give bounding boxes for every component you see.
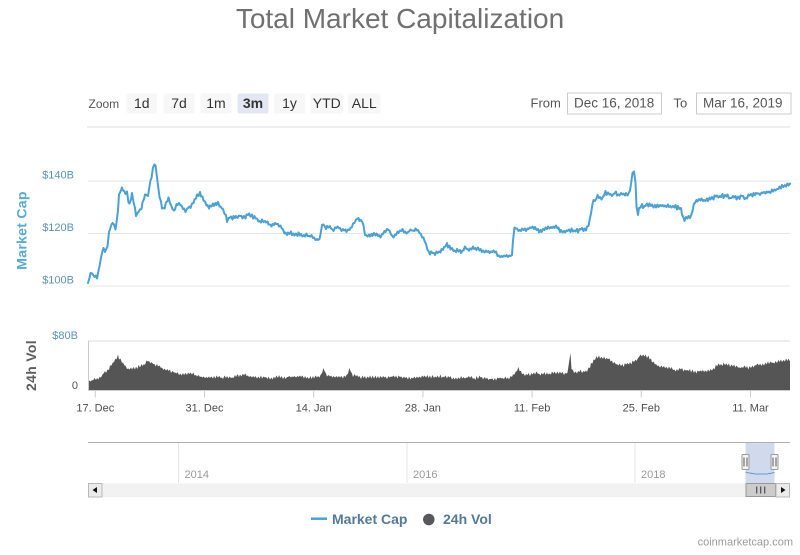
svg-text:ALL: ALL [352,95,377,111]
svg-text:Market Cap: Market Cap [14,191,30,269]
svg-text:31. Dec: 31. Dec [186,403,224,415]
svg-text:1m: 1m [206,95,225,111]
svg-text:Market Cap: Market Cap [332,511,407,527]
svg-text:11. Feb: 11. Feb [514,403,551,415]
svg-text:14. Jan: 14. Jan [296,403,332,415]
svg-text:$120B: $120B [42,222,74,234]
svg-text:24h Vol: 24h Vol [23,340,39,391]
svg-text:$140B: $140B [42,170,74,182]
svg-text:2018: 2018 [641,469,665,481]
svg-text:YTD: YTD [313,95,341,111]
svg-text:Total Market Capitalization: Total Market Capitalization [236,3,564,34]
svg-text:2014: 2014 [185,469,209,481]
svg-text:3m: 3m [243,95,263,111]
svg-text:24h Vol: 24h Vol [443,511,492,527]
svg-text:11. Mar: 11. Mar [732,403,769,415]
svg-text:Mar 16, 2019: Mar 16, 2019 [703,96,783,111]
svg-text:Zoom: Zoom [89,97,120,111]
svg-text:From: From [531,96,561,111]
svg-text:28. Jan: 28. Jan [405,403,441,415]
svg-text:$80B: $80B [52,330,78,342]
svg-text:1d: 1d [134,95,150,111]
svg-text:7d: 7d [171,95,187,111]
svg-text:coinmarketcap.com: coinmarketcap.com [698,537,793,549]
svg-text:25. Feb: 25. Feb [623,403,660,415]
svg-text:2016: 2016 [413,469,437,481]
svg-text:1y: 1y [282,95,297,111]
svg-text:To: To [674,96,688,111]
svg-text:Dec 16, 2018: Dec 16, 2018 [574,96,654,111]
svg-text:17. Dec: 17. Dec [76,403,114,415]
svg-text:0: 0 [72,380,78,392]
svg-text:$100B: $100B [42,275,74,287]
